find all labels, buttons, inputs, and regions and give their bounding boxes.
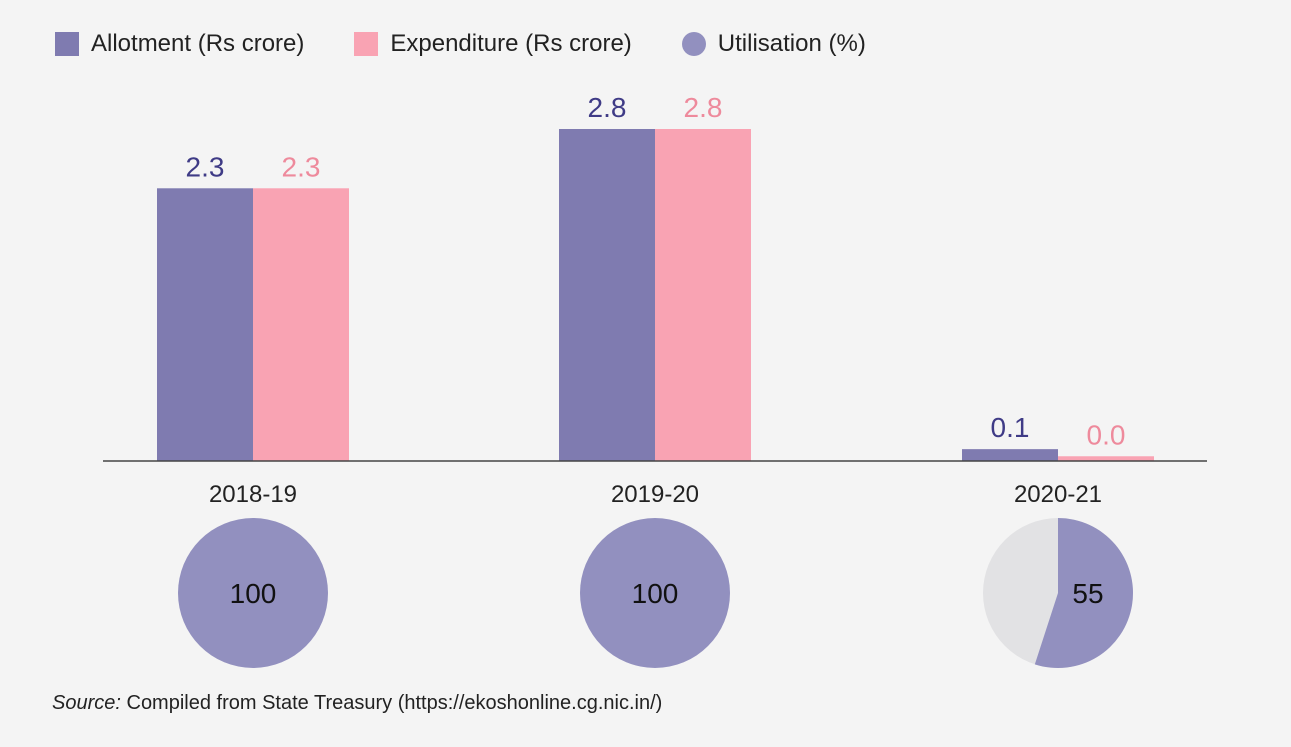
data-label-expenditure-2020-21: 0.0 xyxy=(1087,419,1126,450)
x-tick-label-2019-20: 2019-20 xyxy=(611,481,699,508)
utilisation-pie-2019-20 xyxy=(580,518,730,668)
source-note: Source: Compiled from State Treasury (ht… xyxy=(52,692,662,715)
data-label-expenditure-2019-20: 2.8 xyxy=(684,92,723,123)
bar-allotment-2019-20 xyxy=(559,129,655,461)
data-label-expenditure-2018-19: 2.3 xyxy=(282,151,321,182)
data-label-allotment-2020-21: 0.1 xyxy=(991,412,1030,443)
bar-allotment-2018-19 xyxy=(157,188,253,462)
legend-swatch-utilisation xyxy=(681,32,706,56)
legend-label-allotment: Allotment (Rs crore) xyxy=(91,30,305,57)
source-text: Compiled from State Treasury (https://ek… xyxy=(120,692,663,714)
data-label-allotment-2019-20: 2.8 xyxy=(588,92,627,123)
x-tick-label-2018-19: 2018-19 xyxy=(209,481,297,508)
bar-allotment-2020-21 xyxy=(962,449,1058,461)
legend-swatch-expenditure xyxy=(354,32,379,56)
utilisation-label-2019-20: 100 xyxy=(632,578,679,609)
bar-expenditure-2018-19 xyxy=(253,188,349,462)
legend-item-expenditure: Expenditure (Rs crore) xyxy=(354,30,632,58)
chart-legend: Allotment (Rs crore) Expenditure (Rs cro… xyxy=(55,30,916,58)
utilisation-pie-2018-19 xyxy=(178,518,328,668)
utilisation-label-2020-21: 55 xyxy=(1072,578,1103,609)
legend-swatch-allotment xyxy=(55,32,79,56)
bar-chart: 2.3 2.3 2018-19 100 2.8 2.8 2019-20 100 0.1 0.0 20… xyxy=(103,92,1207,668)
utilisation-pie-slice-2020-21 xyxy=(1034,518,1133,668)
bar-expenditure-2020-21 xyxy=(1058,456,1154,461)
legend-label-utilisation: Utilisation (%) xyxy=(717,30,866,57)
legend-label-expenditure: Expenditure (Rs crore) xyxy=(390,30,632,57)
utilisation-label-2018-19: 100 xyxy=(230,578,277,609)
data-label-allotment-2018-19: 2.3 xyxy=(186,151,225,182)
legend-item-utilisation: Utilisation (%) xyxy=(681,30,866,58)
bar-expenditure-2019-20 xyxy=(655,129,751,461)
source-prefix: Source: xyxy=(52,692,121,714)
legend-item-allotment: Allotment (Rs crore) xyxy=(55,30,304,58)
x-tick-label-2020-21: 2020-21 xyxy=(1014,481,1102,508)
